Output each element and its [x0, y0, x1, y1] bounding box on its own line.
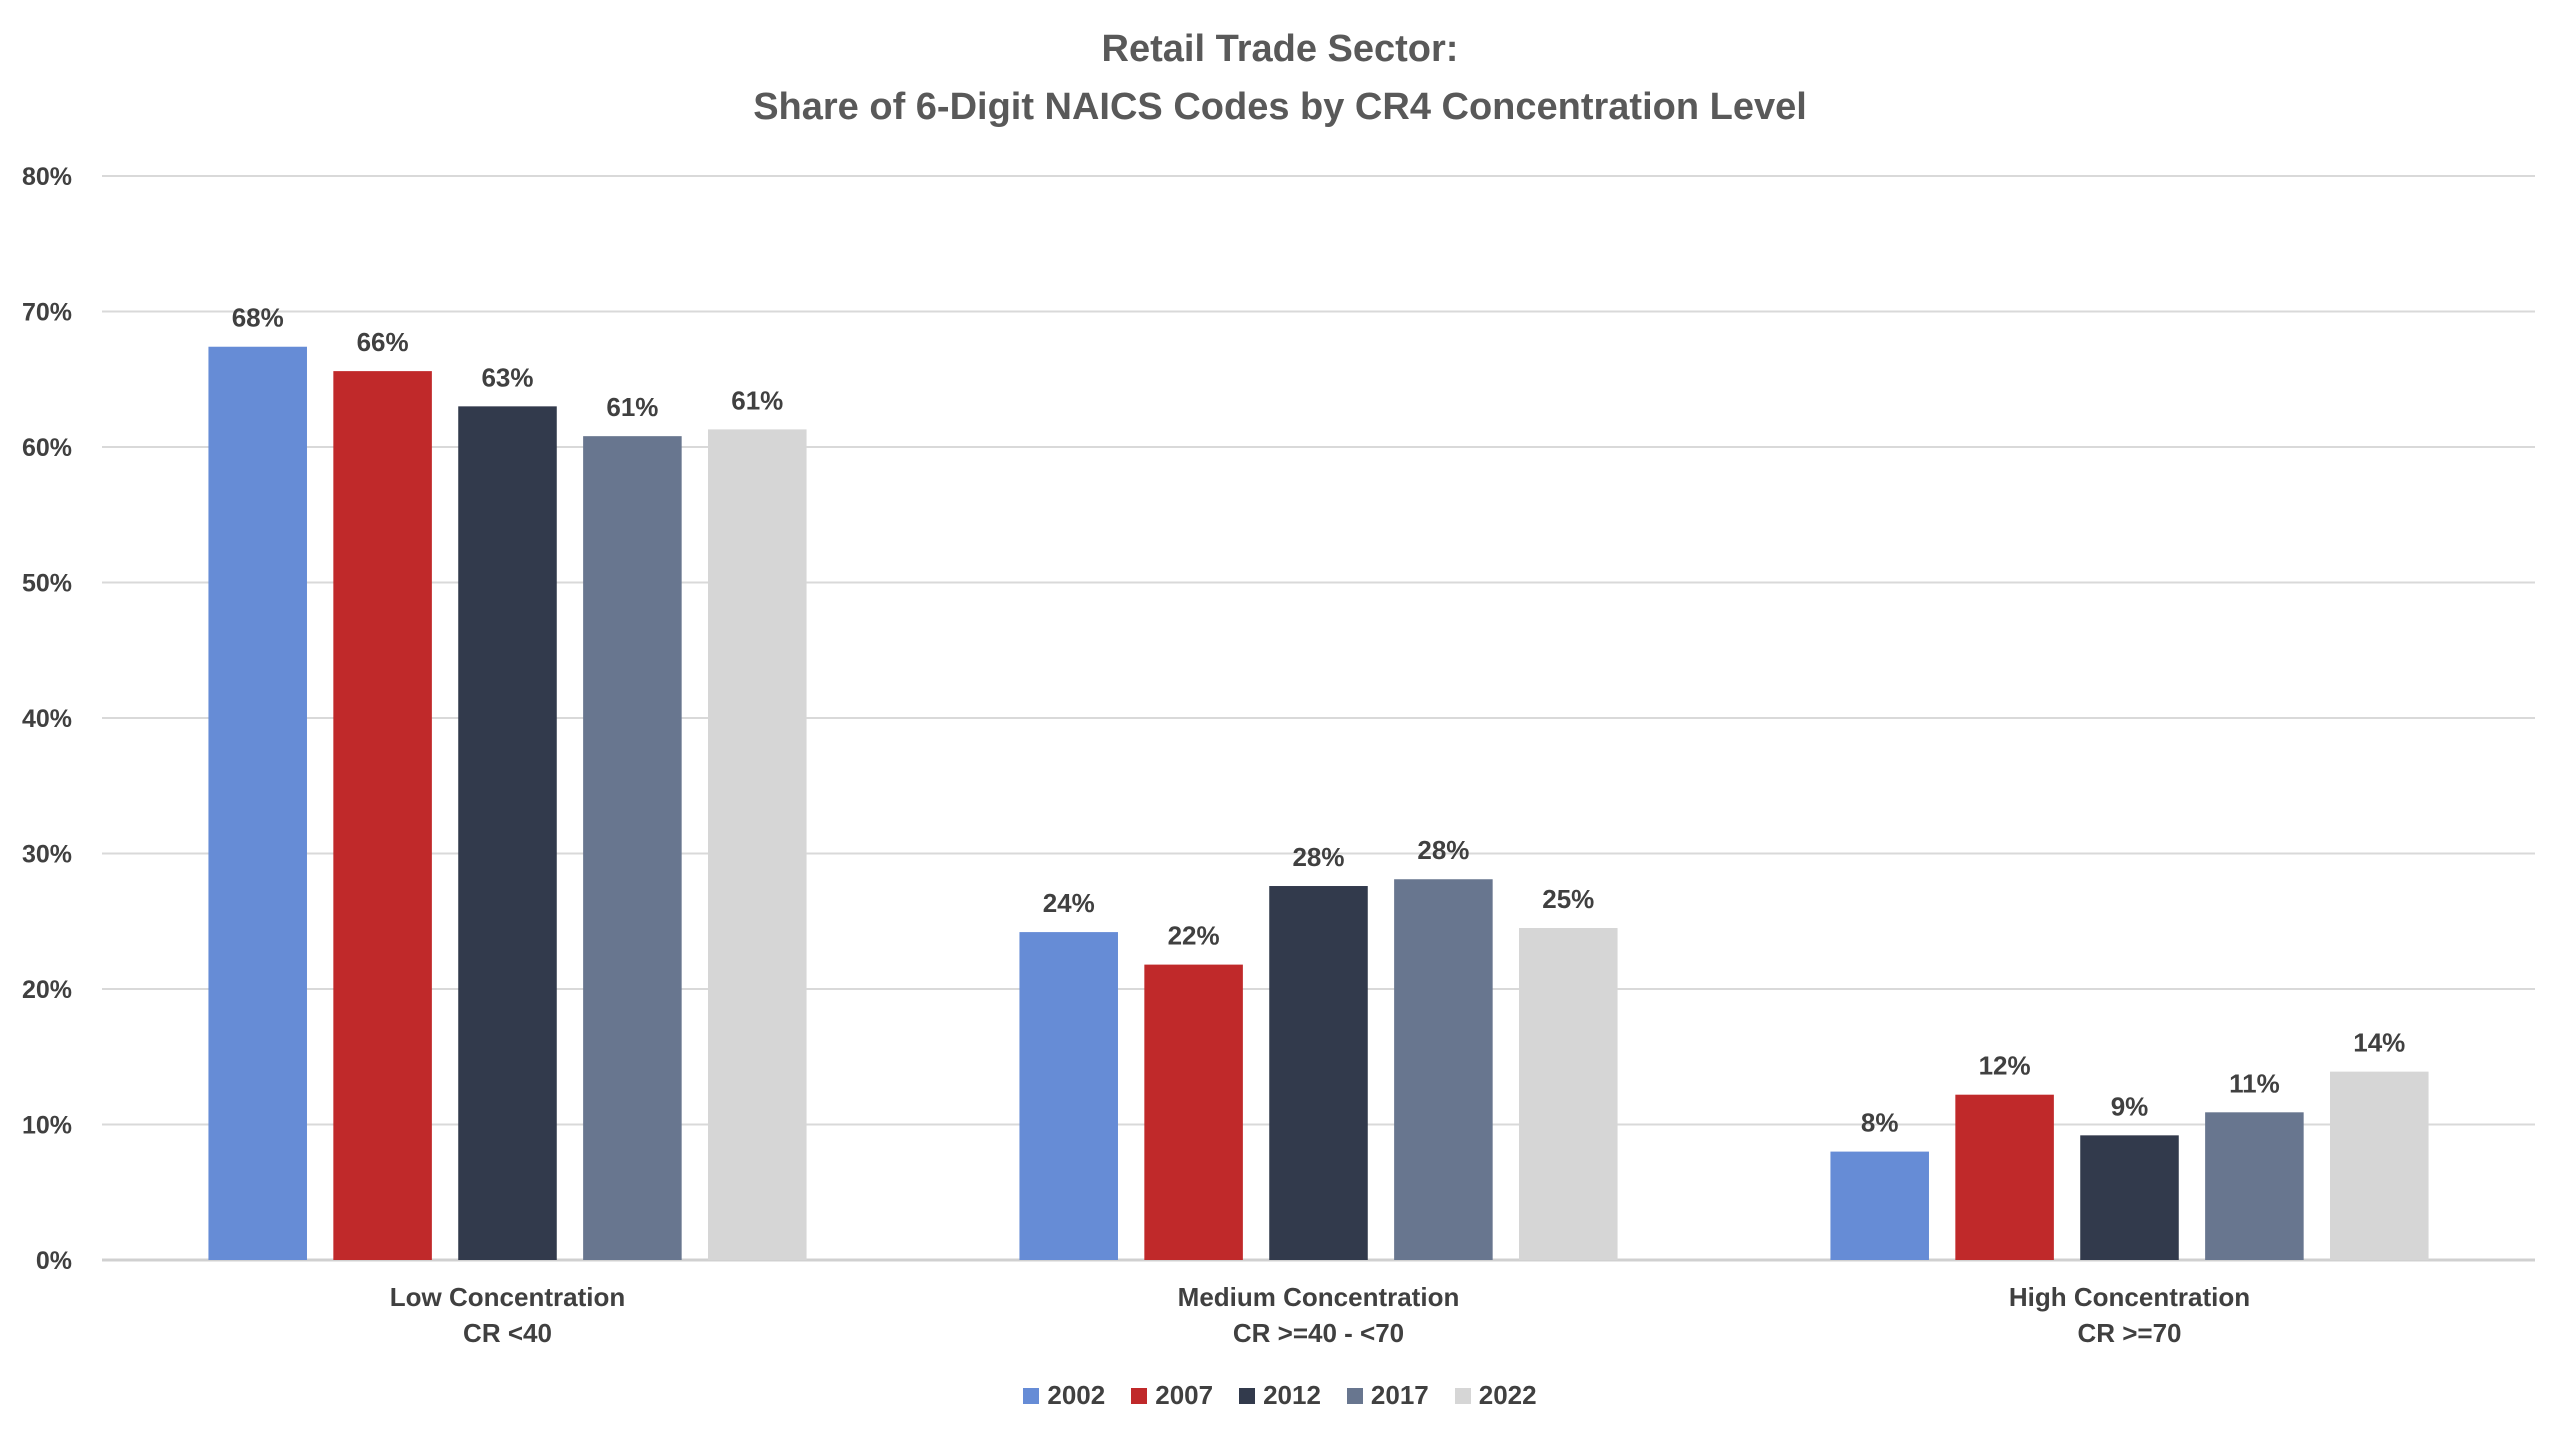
legend-swatch	[1239, 1387, 1256, 1404]
y-tick-label: 30%	[22, 841, 72, 869]
legend-item-2012: 2012	[1239, 1380, 1321, 1411]
bar-2007-2	[1955, 1094, 2054, 1260]
y-tick-label: 70%	[22, 299, 72, 327]
legend: 2002 2007 2012 2017 2022	[0, 1380, 2560, 1411]
legend-swatch	[1131, 1387, 1148, 1404]
legend-label: 2017	[1370, 1380, 1429, 1410]
data-label: 11%	[2229, 1068, 2280, 1098]
legend-item-2002: 2002	[1023, 1380, 1105, 1411]
data-label: 25%	[1542, 884, 1594, 914]
y-tick-label: 80%	[22, 163, 72, 191]
x-category-label: Medium Concentration	[1178, 1282, 1460, 1312]
bar-2022-2	[2330, 1071, 2429, 1260]
bar-2017-1	[1394, 879, 1493, 1260]
y-tick-label: 40%	[22, 705, 72, 733]
legend-swatch	[1023, 1387, 1040, 1404]
legend-label: 2007	[1155, 1380, 1214, 1410]
legend-label: 2012	[1263, 1380, 1321, 1410]
legend-item-2017: 2017	[1346, 1380, 1429, 1411]
x-category-label: High Concentration	[2009, 1282, 2250, 1312]
data-label: 66%	[357, 327, 409, 357]
bar-2007-1	[1144, 964, 1243, 1260]
legend-label: 2002	[1047, 1380, 1106, 1410]
bar-2002-2	[1830, 1151, 1929, 1260]
bar-2022-1	[1519, 928, 1618, 1260]
bar-2022-0	[708, 429, 807, 1260]
legend-item-2007: 2007	[1131, 1380, 1213, 1411]
data-label: 12%	[1979, 1051, 2031, 1081]
legend-swatch	[1346, 1387, 1363, 1404]
bar-2007-0	[333, 371, 432, 1260]
x-category-label: CR >=40 - <70	[1233, 1318, 1404, 1348]
data-label: 24%	[1043, 888, 1095, 918]
y-tick-label: 0%	[36, 1247, 72, 1275]
x-category-label: CR <40	[463, 1318, 552, 1348]
data-label: 28%	[1417, 835, 1469, 865]
legend-swatch	[1454, 1387, 1471, 1404]
bar-2002-0	[208, 346, 307, 1261]
data-label: 68%	[232, 303, 284, 333]
chart-title-line-2: Share of 6-Digit NAICS Codes by CR4 Conc…	[753, 86, 1807, 128]
y-tick-label: 50%	[22, 570, 72, 598]
bar-2012-1	[1269, 886, 1368, 1260]
chart-title-line-1: Retail Trade Sector:	[1101, 28, 1459, 70]
data-label: 14%	[2353, 1028, 2405, 1058]
data-label: 8%	[1861, 1108, 1899, 1138]
data-label: 63%	[481, 362, 533, 392]
y-tick-label: 20%	[22, 976, 72, 1004]
bar-2002-1	[1019, 932, 1118, 1260]
y-tick-label: 10%	[22, 1112, 72, 1140]
bar-2012-0	[458, 406, 557, 1261]
data-label: 28%	[1292, 842, 1344, 872]
legend-item-2022: 2022	[1454, 1380, 1537, 1411]
data-label: 61%	[731, 385, 783, 415]
y-tick-label: 60%	[22, 434, 72, 462]
bar-2017-2	[2205, 1112, 2304, 1260]
data-label: 9%	[2111, 1091, 2149, 1121]
bar-2012-2	[2080, 1135, 2179, 1260]
data-label: 22%	[1168, 921, 1220, 951]
x-category-label: Low Concentration	[390, 1282, 625, 1312]
legend-label: 2022	[1478, 1380, 1537, 1410]
bar-2017-0	[583, 436, 682, 1260]
x-category-label: CR >=70	[2077, 1318, 2181, 1348]
data-label: 61%	[606, 392, 658, 422]
